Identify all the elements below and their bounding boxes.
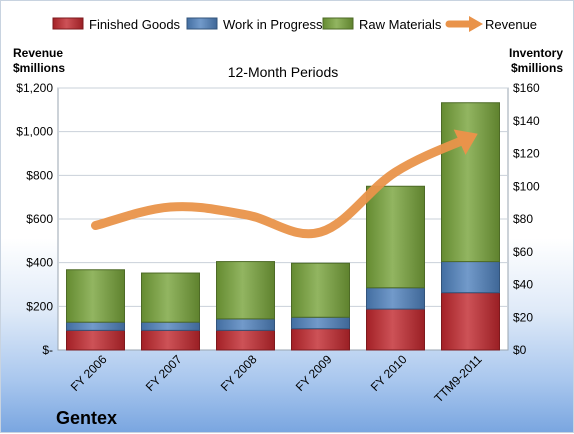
bar-work-in-progress (66, 321, 125, 331)
bar-work-in-progress (441, 261, 500, 294)
revenue-line (91, 132, 475, 239)
left-tick-label: $- (42, 343, 53, 357)
x-tick-label: FY 2006 (68, 352, 110, 394)
bar-finished-goods (441, 292, 500, 351)
x-tick-label: FY 2008 (218, 352, 260, 394)
bar-raw-materials (66, 269, 125, 323)
right-tick-label: $20 (513, 310, 533, 324)
right-tick-label: $120 (513, 147, 540, 161)
bar-finished-goods (216, 329, 275, 351)
right-tick-label: $60 (513, 245, 533, 259)
company-name: Gentex (56, 408, 117, 428)
bar-raw-materials (366, 185, 425, 289)
bar-finished-goods (291, 328, 350, 351)
revenue-arrowhead (453, 129, 478, 155)
legend-swatch (322, 17, 354, 30)
bar-raw-materials (216, 261, 275, 320)
bar-work-in-progress (216, 318, 275, 331)
left-tick-label: $800 (26, 168, 53, 182)
right-axis-ticks: $0 $20 $40 $60 $80 $100 $120 $140 $160 (513, 81, 540, 357)
x-axis-ticks: FY 2006 FY 2007 FY 2008 FY 2009 FY 2010 TTM9-… (68, 352, 485, 405)
right-axis-title-line2: $millions (511, 61, 563, 75)
right-tick-label: $160 (513, 81, 540, 95)
x-tick-label: TTM9-2011 (431, 352, 484, 405)
legend-swatch (186, 17, 218, 30)
legend-label: Work in Progress (223, 17, 323, 32)
right-tick-label: $80 (513, 212, 533, 226)
right-tick-label: $40 (513, 278, 533, 292)
bar-raw-materials (141, 272, 200, 323)
gridlines (58, 87, 508, 307)
bar-finished-goods (141, 329, 200, 351)
bar-raw-materials (441, 102, 500, 263)
x-tick-label: FY 2010 (368, 352, 410, 394)
right-tick-label: $140 (513, 114, 540, 128)
legend-swatch (52, 17, 84, 30)
bars (66, 102, 500, 351)
bar-finished-goods (66, 329, 125, 351)
right-tick-label: $0 (513, 343, 527, 357)
legend-label: Raw Materials (359, 17, 442, 32)
bar-work-in-progress (366, 287, 425, 310)
revenue-line-layer (91, 129, 478, 239)
bar-raw-materials (291, 262, 350, 318)
legend-label: Finished Goods (89, 17, 181, 32)
bar-work-in-progress (291, 316, 350, 330)
left-tick-label: $600 (26, 212, 53, 226)
bar-work-in-progress (141, 321, 200, 331)
left-axis-ticks: $- $200 $400 $600 $800 $1,000 $1,200 (16, 81, 53, 357)
chart-subtitle: 12-Month Periods (228, 64, 339, 80)
right-axis-title-line1: Inventory (509, 46, 563, 60)
left-axis-title-line1: Revenue (13, 46, 63, 60)
right-tick-label: $100 (513, 179, 540, 193)
left-tick-label: $1,200 (16, 81, 53, 95)
left-tick-label: $200 (26, 299, 53, 313)
left-tick-label: $1,000 (16, 125, 53, 139)
x-tick-label: FY 2007 (143, 352, 185, 394)
x-tick-label: FY 2009 (293, 352, 335, 394)
legend: Finished Goods Work in Progress Raw Materi… (52, 16, 537, 32)
bar-finished-goods (366, 308, 425, 351)
left-axis-title-line2: $millions (13, 61, 65, 75)
legend-label: Revenue (485, 17, 537, 32)
legend-arrow-swatch (469, 16, 483, 32)
plot-area: 12-Month Periods (57, 64, 509, 351)
left-tick-label: $400 (26, 256, 53, 270)
